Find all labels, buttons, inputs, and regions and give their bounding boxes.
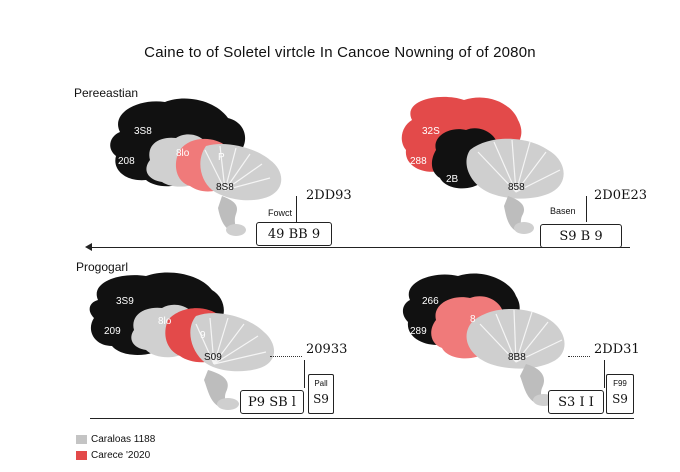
tr-value-box: S9 B 9: [540, 224, 622, 248]
br-year: 2DD31: [594, 342, 640, 357]
tl-red-label: P: [218, 152, 225, 163]
tl-dark-label-1: 3S8: [134, 126, 152, 137]
row-label-bottom: Progogarl: [76, 260, 129, 274]
tl-year: 2DD93: [306, 188, 352, 203]
tr-year: 2D0E23: [594, 188, 647, 203]
bl-side-box-bottom: S9: [313, 392, 329, 406]
tr-dark-label-3: 2B: [446, 174, 459, 185]
tr-mid-label: 858: [508, 182, 525, 193]
br-red-label: 8: [470, 314, 476, 325]
tl-mid-label: 8S8: [216, 182, 234, 193]
br-dotted-leader: [568, 356, 590, 357]
bl-dotted-leader: [270, 356, 302, 357]
legend-swatch-grey: [76, 435, 87, 444]
tl-dark-label-2: 208: [118, 156, 135, 167]
legend-swatch-red: [76, 451, 87, 460]
br-dark-label-2: 289: [410, 326, 427, 337]
brain-top-left: [110, 98, 282, 236]
legend-label-1: Caraloas 1188: [91, 434, 156, 445]
brain-bottom-left: [89, 272, 275, 410]
tl-small-label: Fowct: [268, 208, 293, 218]
row-label-top: Pereeastian: [74, 86, 139, 100]
br-side-box-bottom: S9: [612, 392, 628, 406]
top-baseline: [90, 247, 630, 248]
tl-grey-label: 8lo: [176, 148, 190, 159]
legend-item-1: Caraloas 1188: [76, 434, 155, 445]
brain-top-right: [401, 96, 564, 234]
diagram-title: Caine to of Soletel virtcle In Cancoe No…: [144, 44, 536, 61]
bl-red-label: 9: [200, 330, 206, 341]
br-connector: [604, 360, 605, 388]
tr-connector: [586, 196, 587, 222]
top-baseline-arrow: [85, 243, 92, 251]
bl-side-box: Pall S9: [308, 374, 334, 414]
bl-year: 20933: [306, 342, 348, 357]
tl-value-box: 49 BB 9: [256, 222, 332, 246]
bl-grey-label: 8lo: [158, 316, 172, 327]
br-dark-label-1: 266: [422, 296, 439, 307]
bottom-baseline: [90, 418, 634, 419]
tl-connector: [296, 196, 297, 222]
tr-dark-label-2: 288: [410, 156, 427, 167]
br-side-box: F99 S9: [606, 374, 634, 414]
br-value-box: S3 I I: [548, 390, 604, 414]
brain-bottom-right: [402, 273, 565, 406]
bl-dark-label-2: 209: [104, 326, 121, 337]
tr-small-label: Basen: [550, 206, 576, 216]
br-mid-label: 8B8: [508, 352, 526, 363]
br-side-box-top: F99: [613, 379, 627, 388]
tr-dark-label-1: 32S: [422, 126, 440, 137]
bl-mid-label: S09: [204, 352, 222, 363]
bl-connector: [304, 360, 305, 388]
legend-item-2: Carece '2020: [76, 450, 150, 461]
bl-dark-label-1: 3S9: [116, 296, 134, 307]
legend-label-2: Carece '2020: [91, 450, 151, 461]
bl-side-box-top: Pall: [314, 379, 328, 388]
bl-value-box: P9 SB l: [240, 390, 304, 414]
